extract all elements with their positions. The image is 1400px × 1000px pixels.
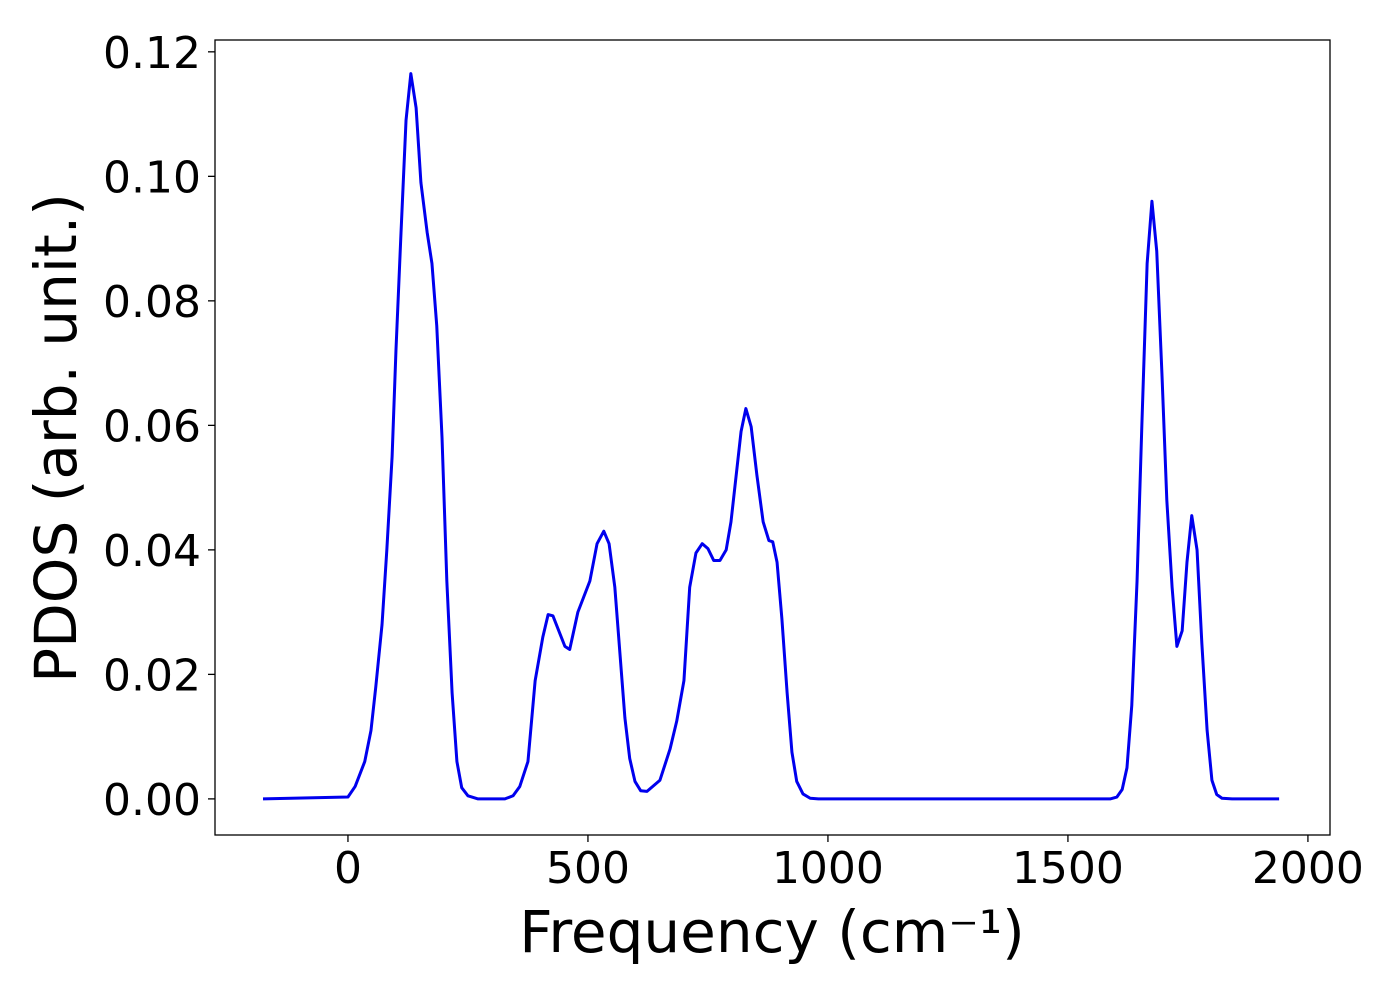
x-tick-label: 0 [334,843,362,894]
y-tick-label: 0.08 [103,277,201,328]
x-tick-label: 1000 [772,843,884,894]
y-tick-label: 0.02 [103,650,201,701]
y-tick-label: 0.00 [103,775,201,826]
x-axis-label: Frequency (cm⁻¹) [519,898,1025,966]
x-tick-label: 500 [546,843,630,894]
y-tick-label: 0.12 [103,28,201,79]
y-tick-label: 0.06 [103,401,201,452]
y-tick-label: 0.10 [103,152,201,203]
x-tick-label: 2000 [1252,843,1364,894]
y-tick-label: 0.04 [103,526,201,577]
y-axis-label: PDOS (arb. unit.) [22,193,90,683]
x-tick-label: 1500 [1012,843,1124,894]
plot-frame [214,39,1331,836]
pdos-line [262,72,1280,801]
